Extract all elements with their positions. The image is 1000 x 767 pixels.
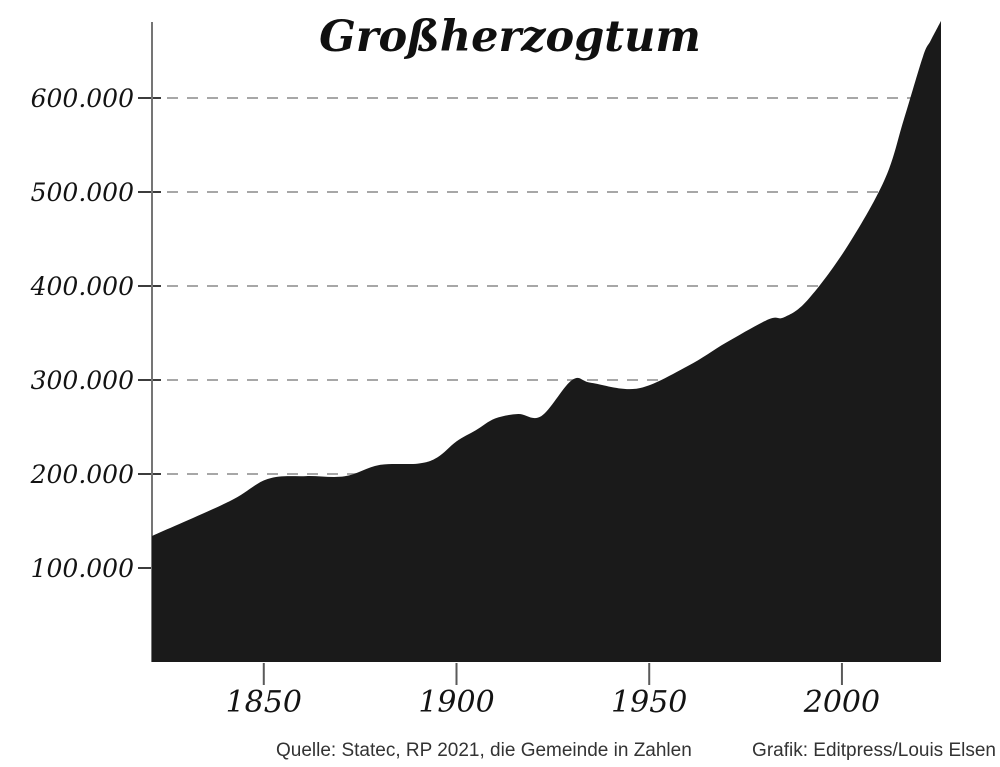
- x-axis-label-1850: 1850: [226, 685, 302, 720]
- x-axis-label-2000: 2000: [803, 685, 880, 720]
- y-axis-label-100000: 100.000: [31, 554, 134, 583]
- credit-note: Grafik: Editpress/Louis Elsen: [752, 740, 996, 761]
- chart-title: Großherzogtum: [319, 12, 701, 62]
- source-note: Quelle: Statec, RP 2021, die Gemeinde in…: [276, 740, 692, 761]
- chart-footer: Quelle: Statec, RP 2021, die Gemeinde in…: [0, 740, 1000, 766]
- x-axis-label-1900: 1900: [418, 685, 494, 720]
- x-axis-label-1950: 1950: [611, 685, 687, 720]
- y-axis-label-200000: 200.000: [30, 460, 134, 489]
- y-axis-label-500000: 500.000: [31, 178, 134, 207]
- population-area: [152, 20, 941, 662]
- y-axis-label-300000: 300.000: [31, 366, 134, 395]
- y-axis-label-600000: 600.000: [31, 84, 134, 113]
- y-axis-label-400000: 400.000: [30, 272, 134, 301]
